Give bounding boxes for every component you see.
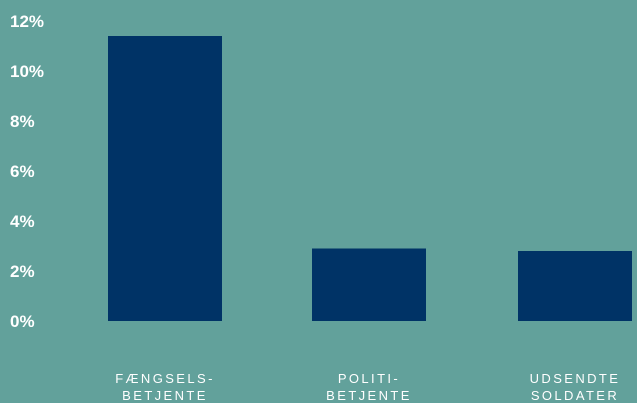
bars — [108, 36, 632, 321]
x-category-label: SOLDATER — [531, 388, 619, 403]
y-tick-label: 4% — [10, 212, 35, 231]
y-axis: 0% 2% 4% 6% 8% 10% 12% — [10, 12, 44, 331]
bar — [518, 251, 632, 321]
x-category-label: BETJENTE — [326, 388, 412, 403]
x-category-label: FÆNGSELS- — [115, 371, 215, 386]
x-axis: FÆNGSELS- BETJENTE POLITI- BETJENTE UDSENDTE… — [115, 371, 621, 403]
y-tick-label: 2% — [10, 262, 35, 281]
y-tick-label: 6% — [10, 162, 35, 181]
y-tick-label: 0% — [10, 312, 35, 331]
bar — [312, 248, 426, 321]
y-tick-label: 10% — [10, 62, 44, 81]
x-category-label: POLITI- — [338, 371, 400, 386]
y-tick-label: 8% — [10, 112, 35, 131]
bar — [108, 36, 222, 321]
x-category-label: UDSENDTE — [530, 371, 621, 386]
x-category-label: BETJENTE — [122, 388, 208, 403]
y-tick-label: 12% — [10, 12, 44, 31]
